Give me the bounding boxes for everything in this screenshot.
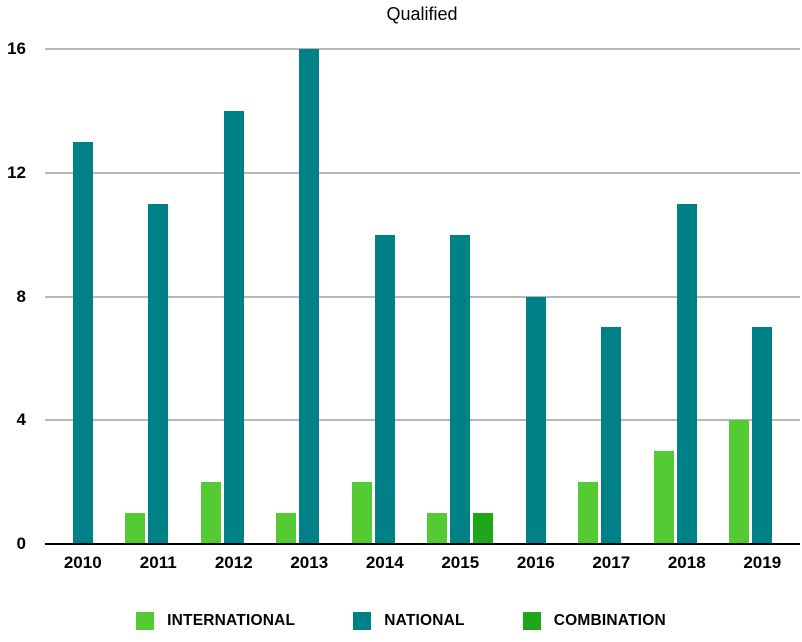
legend-item-international: INTERNATIONAL — [136, 612, 295, 630]
x-tick-label-2010: 2010 — [63, 553, 102, 572]
x-tick-label-2015: 2015 — [441, 553, 480, 572]
bar-national-2019 — [752, 327, 773, 544]
bar-national-2012 — [223, 110, 244, 544]
gridline-y12 — [45, 171, 800, 174]
gridline-y16 — [45, 48, 800, 50]
bar-international-2018 — [653, 451, 674, 544]
gridline-y8 — [45, 295, 800, 298]
bar-international-2013 — [276, 513, 297, 544]
y-tick-label-8: 8 — [16, 286, 26, 306]
x-tick-label-2016: 2016 — [516, 553, 555, 572]
bar-national-2011 — [148, 203, 169, 544]
legend-swatch-icon — [522, 612, 541, 630]
bar-national-2018 — [676, 203, 697, 544]
bar-international-2012 — [200, 482, 221, 544]
bar-national-2010 — [72, 141, 93, 544]
x-tick-label-2019: 2019 — [743, 553, 782, 572]
bar-combination-2015 — [473, 513, 494, 544]
y-tick-label-12: 12 — [7, 162, 26, 182]
x-tick-label-2014: 2014 — [365, 553, 404, 572]
bar-national-2013 — [299, 49, 320, 544]
x-axis-line — [45, 543, 800, 545]
y-tick-label-16: 16 — [7, 39, 26, 58]
chart-title: Qualified — [386, 4, 458, 24]
gridline-y4 — [45, 419, 800, 422]
y-tick-label-0: 0 — [16, 534, 26, 553]
x-tick-label-2018: 2018 — [667, 553, 706, 572]
legend-item-national: NATIONAL — [353, 612, 465, 630]
x-tick-label-2011: 2011 — [139, 553, 177, 572]
bar-international-2019 — [729, 420, 750, 544]
legend-label: INTERNATIONAL — [167, 612, 296, 629]
bar-national-2015 — [450, 234, 471, 544]
bar-national-2014 — [374, 234, 395, 544]
y-tick-label-4: 4 — [16, 410, 26, 430]
legend-label: COMBINATION — [553, 612, 666, 629]
bar-international-2015 — [427, 513, 448, 544]
bar-national-2016 — [525, 296, 546, 544]
bar-international-2011 — [125, 513, 146, 544]
legend-swatch-icon — [353, 612, 372, 630]
bar-national-2017 — [601, 327, 622, 544]
bar-international-2017 — [578, 482, 599, 544]
x-tick-label-2012: 2012 — [214, 553, 253, 572]
bar-international-2014 — [351, 482, 372, 544]
legend-label: NATIONAL — [384, 612, 465, 629]
legend-swatch-icon — [136, 612, 155, 630]
legend-item-combination: COMBINATION — [522, 612, 666, 630]
x-tick-label-2017: 2017 — [592, 553, 631, 572]
legend: INTERNATIONAL NATIONAL COMBINATION — [0, 612, 802, 630]
x-tick-label-2013: 2013 — [290, 553, 329, 572]
